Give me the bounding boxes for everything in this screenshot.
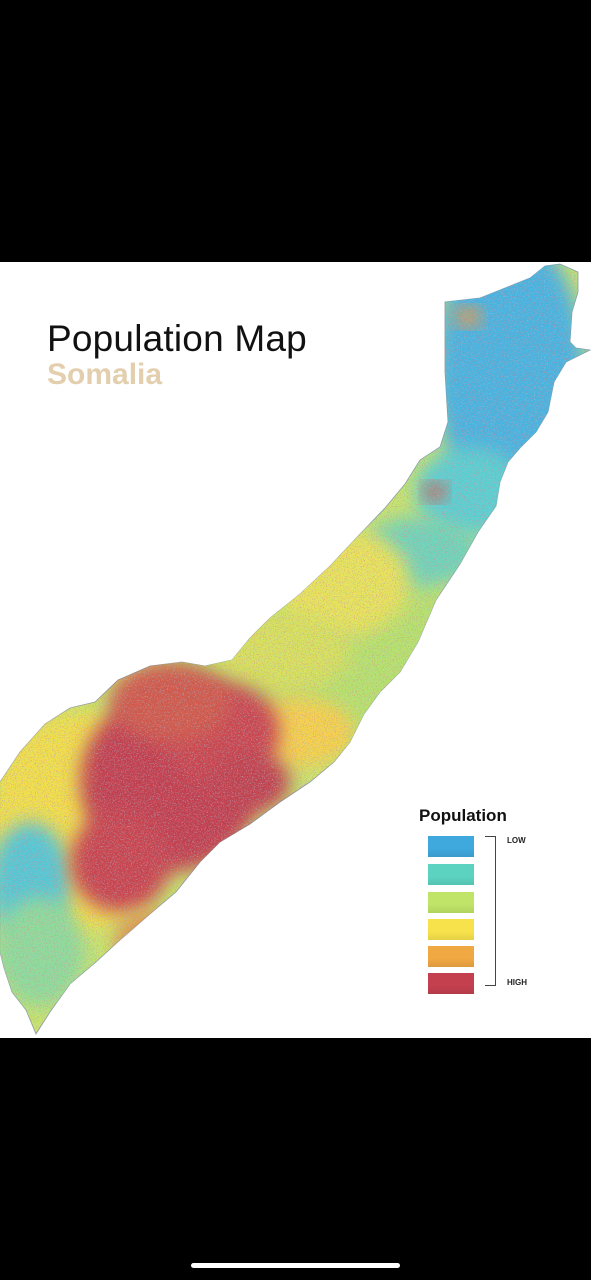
map-image: Population Map Somalia Population LOW HI…	[0, 262, 591, 1038]
home-indicator[interactable]	[191, 1263, 400, 1268]
legend-swatch-1	[428, 836, 474, 857]
legend-swatch-4	[428, 919, 474, 940]
population-map	[0, 263, 591, 1035]
legend-swatch-5	[428, 946, 474, 967]
legend-swatch-3	[428, 892, 474, 913]
legend: Population LOW HIGH	[418, 804, 558, 994]
map-title: Population Map	[47, 318, 307, 359]
legend-scale-bracket	[485, 836, 496, 986]
legend-title: Population	[419, 806, 507, 825]
legend-high-label: HIGH	[507, 978, 527, 987]
legend-swatch-6	[428, 973, 474, 994]
legend-swatch-2	[428, 864, 474, 885]
legend-low-label: LOW	[507, 836, 526, 845]
map-subtitle: Somalia	[47, 358, 163, 391]
